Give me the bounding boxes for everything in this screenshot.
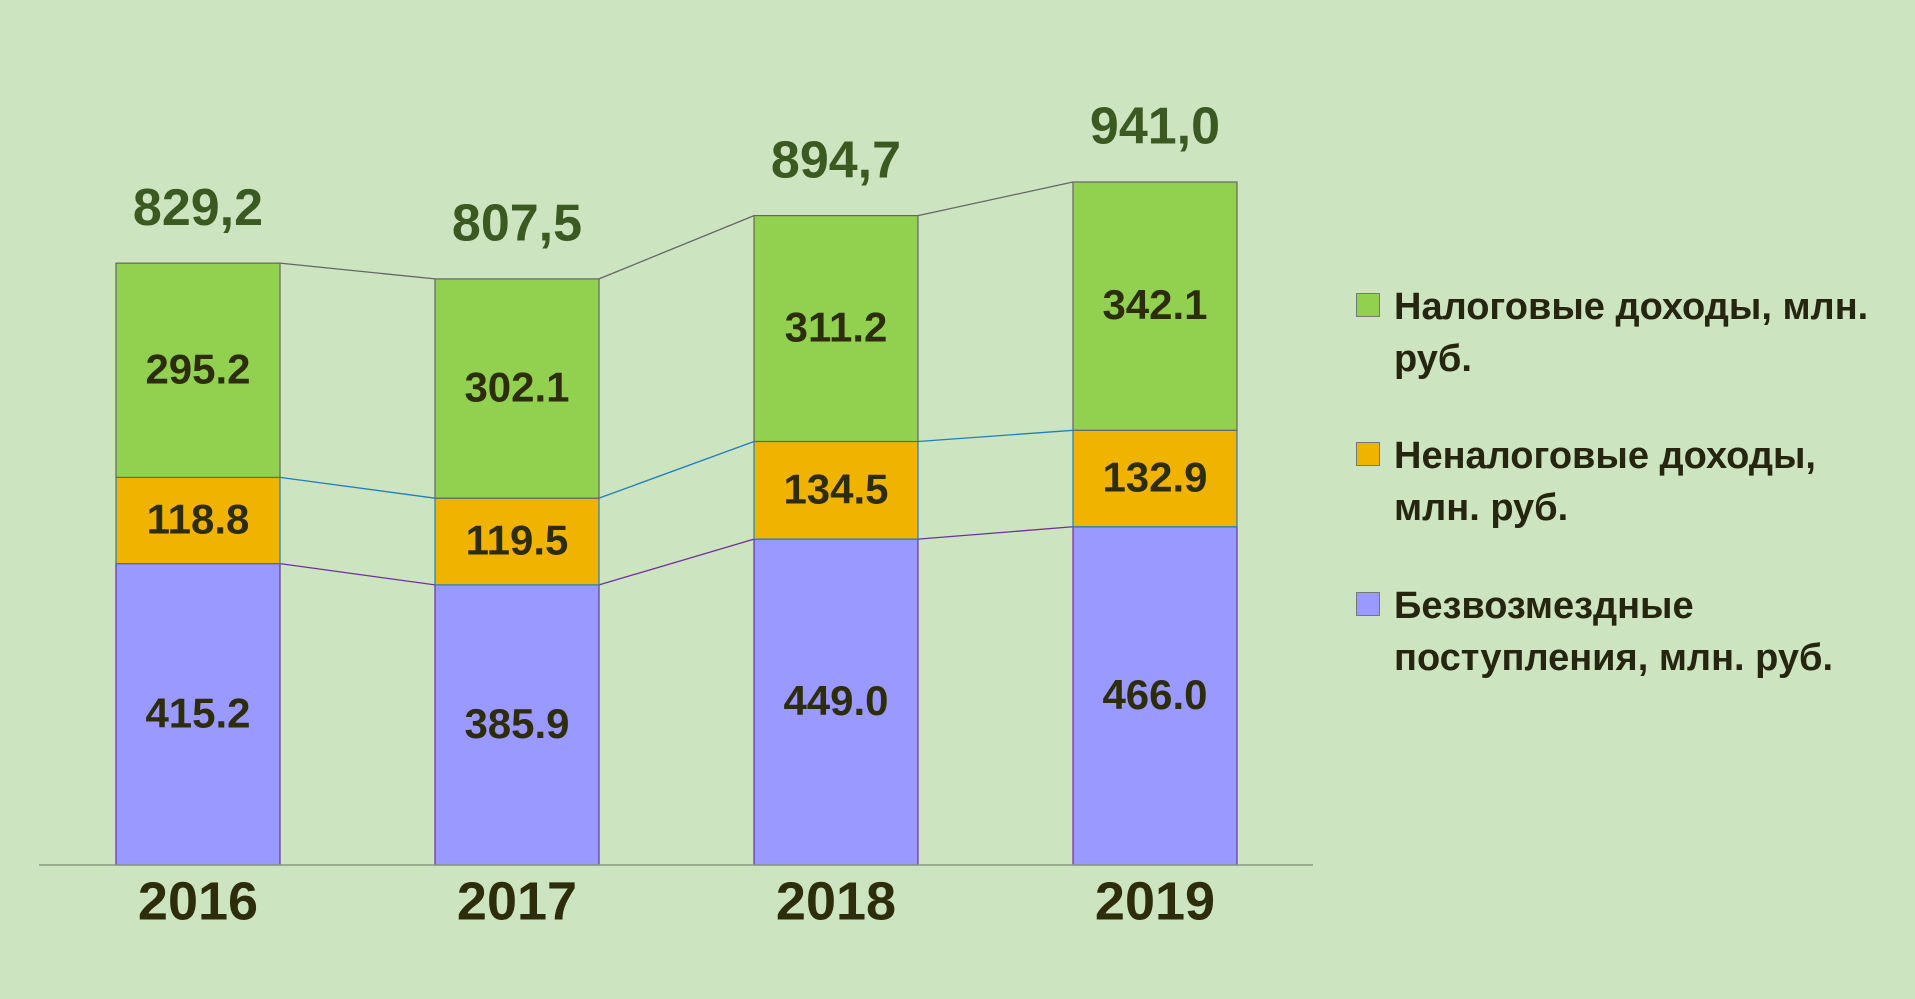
legend-label: Безвозмездные поступления, млн. руб. <box>1394 585 1834 679</box>
total-label: 941,0 <box>1090 98 1220 156</box>
connector <box>917 181 1074 217</box>
x-tick-label: 2019 <box>1095 871 1215 931</box>
legend-entry: Неналоговые доходы, млн. руб. <box>1356 430 1911 534</box>
bar-segment <box>1072 526 1238 866</box>
legend-label: Неналоговые доходы, млн. руб. <box>1394 435 1816 529</box>
bar-segment <box>1072 181 1238 431</box>
connector <box>917 526 1074 540</box>
x-tick-label: 2017 <box>457 871 577 931</box>
connector <box>598 215 755 280</box>
data-label: 466.0 <box>1102 671 1207 718</box>
data-label: 385.9 <box>464 700 569 747</box>
legend-swatch <box>1356 293 1380 317</box>
data-label: 132.9 <box>1102 454 1207 501</box>
bar-segment <box>115 262 281 479</box>
connector <box>917 429 1074 443</box>
bar-segment <box>1072 429 1238 528</box>
data-label: 134.5 <box>783 465 888 512</box>
legend-swatch <box>1356 592 1380 616</box>
bar-segment <box>753 215 919 443</box>
bar-segment <box>434 278 600 499</box>
connector <box>279 476 436 499</box>
connector <box>279 562 436 586</box>
total-label: 894,7 <box>771 131 901 189</box>
legend-entry: Налоговые доходы, млн. руб. <box>1356 281 1911 385</box>
legend-swatch <box>1356 442 1380 466</box>
data-label: 311.2 <box>785 304 888 351</box>
data-label: 415.2 <box>145 689 250 736</box>
data-label: 449.0 <box>783 677 888 724</box>
data-label: 119.5 <box>466 517 569 564</box>
total-label: 807,5 <box>452 195 582 253</box>
data-label: 118.8 <box>147 496 250 543</box>
connector <box>279 262 436 280</box>
bar-segment <box>753 440 919 540</box>
data-label: 342.1 <box>1102 281 1207 328</box>
bar-segment <box>115 563 281 866</box>
x-tick-label: 2016 <box>138 871 258 931</box>
data-label: 295.2 <box>145 345 250 392</box>
data-label: 302.1 <box>464 364 569 411</box>
bar-segment <box>115 476 281 565</box>
connector <box>598 538 755 586</box>
bar-segment <box>434 497 600 586</box>
bar-segment <box>434 584 600 866</box>
legend-label: Налоговые доходы, млн. руб. <box>1394 286 1869 380</box>
x-tick-label: 2018 <box>776 871 896 931</box>
connector <box>598 440 755 499</box>
legend-entry: Безвозмездные поступления, млн. руб. <box>1356 580 1911 684</box>
total-label: 829,2 <box>133 179 263 237</box>
bar-segment <box>753 538 919 866</box>
